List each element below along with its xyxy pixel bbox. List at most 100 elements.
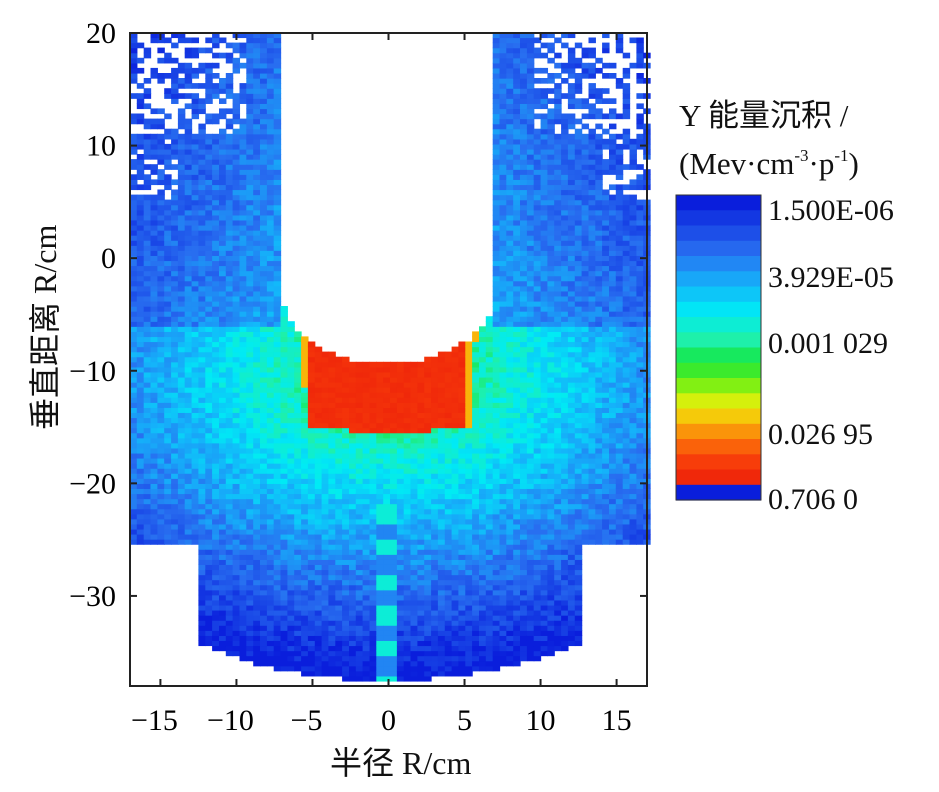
heat-cell	[225, 143, 234, 150]
heat-cell	[198, 407, 206, 413]
heat-cell	[198, 204, 206, 211]
heat-cell	[321, 630, 330, 636]
heat-cell	[212, 336, 220, 343]
heat-cell	[314, 523, 323, 530]
heat-cell	[246, 73, 254, 79]
heat-cell	[499, 382, 507, 388]
heat-cell	[513, 108, 521, 115]
heat-cell	[246, 174, 254, 180]
heat-cell	[177, 230, 186, 236]
heat-cell	[232, 402, 241, 408]
heat-cell	[287, 645, 295, 652]
heat-cell	[205, 640, 213, 647]
heat-cell	[472, 549, 480, 555]
heat-cell	[506, 169, 514, 175]
heat-cell	[376, 366, 384, 373]
heat-cell	[328, 579, 336, 586]
heat-cell	[314, 356, 323, 363]
heat-cell	[225, 640, 234, 647]
heat-cell	[349, 427, 357, 434]
heat-cell	[451, 392, 460, 398]
heat-cell	[232, 235, 241, 241]
heat-cell	[171, 57, 179, 64]
heat-cell	[164, 452, 172, 459]
heat-cell	[444, 534, 453, 540]
heat-cell	[273, 574, 282, 581]
heat-cell	[431, 442, 439, 449]
heat-cell	[232, 366, 241, 373]
heat-cell	[355, 382, 364, 388]
heat-cell	[246, 544, 254, 550]
heat-cell	[260, 377, 268, 383]
heat-cell	[266, 275, 275, 282]
heat-cell	[205, 240, 213, 246]
heat-cell	[526, 387, 535, 393]
heat-cell	[246, 366, 254, 373]
heat-cell	[444, 447, 453, 454]
heat-cell	[246, 184, 254, 191]
heat-cell	[191, 133, 200, 140]
heat-cell	[444, 569, 453, 576]
heat-cell	[513, 123, 521, 130]
heat-cell	[499, 513, 507, 520]
heat-cell	[280, 356, 288, 363]
heat-cell	[492, 62, 501, 69]
heat-cell	[314, 549, 323, 555]
heat-cell	[219, 488, 227, 495]
heat-cell	[191, 189, 200, 196]
heat-cell	[437, 473, 446, 479]
heat-cell	[219, 159, 227, 165]
heat-cell	[506, 432, 514, 439]
heat-cell	[157, 493, 165, 500]
heat-cell	[232, 508, 241, 515]
heat-cell	[225, 508, 234, 515]
heat-cell	[520, 270, 528, 277]
heat-cell	[157, 133, 165, 140]
heat-cell	[130, 518, 138, 525]
heat-cell	[499, 179, 507, 186]
heat-cell	[506, 37, 514, 44]
heat-cell	[328, 478, 336, 484]
heat-cell	[260, 32, 268, 39]
heat-cell	[232, 579, 241, 586]
heat-cell	[136, 138, 145, 145]
heat-cell	[506, 589, 514, 596]
heat-cell	[273, 154, 282, 160]
heat-cell	[376, 508, 384, 515]
heat-cell	[205, 285, 213, 292]
heat-cell	[198, 169, 206, 175]
heat-cell	[410, 468, 418, 474]
heat-cell	[506, 149, 514, 155]
heat-cell	[130, 270, 138, 277]
heat-cell	[239, 488, 247, 495]
heat-cell	[403, 503, 412, 510]
heat-cell	[191, 52, 200, 59]
heat-cell	[219, 179, 227, 186]
heat-cell	[184, 346, 193, 353]
heat-cell	[376, 569, 384, 576]
heat-cell	[212, 518, 220, 525]
heat-cell	[314, 554, 323, 560]
heat-cell	[157, 316, 165, 322]
heat-cell	[472, 625, 480, 631]
heat-cell	[191, 113, 200, 120]
heat-cell	[431, 650, 439, 657]
heat-cell	[280, 620, 288, 626]
heat-cell	[520, 275, 528, 282]
heat-cell	[499, 83, 507, 89]
heat-cell	[424, 407, 432, 413]
heat-cell	[184, 245, 193, 251]
heat-cell	[294, 473, 302, 479]
heat-cell	[184, 366, 193, 373]
heat-cell	[260, 604, 268, 611]
heat-cell	[342, 554, 350, 560]
heat-cell	[143, 427, 152, 434]
heat-cell	[294, 432, 302, 439]
heat-cell	[266, 62, 275, 69]
heat-cell	[513, 488, 521, 495]
heat-cell	[191, 260, 200, 267]
heat-cell	[499, 154, 507, 160]
heat-cell	[376, 437, 384, 444]
heat-cell	[266, 635, 275, 641]
heat-cell	[232, 164, 241, 170]
